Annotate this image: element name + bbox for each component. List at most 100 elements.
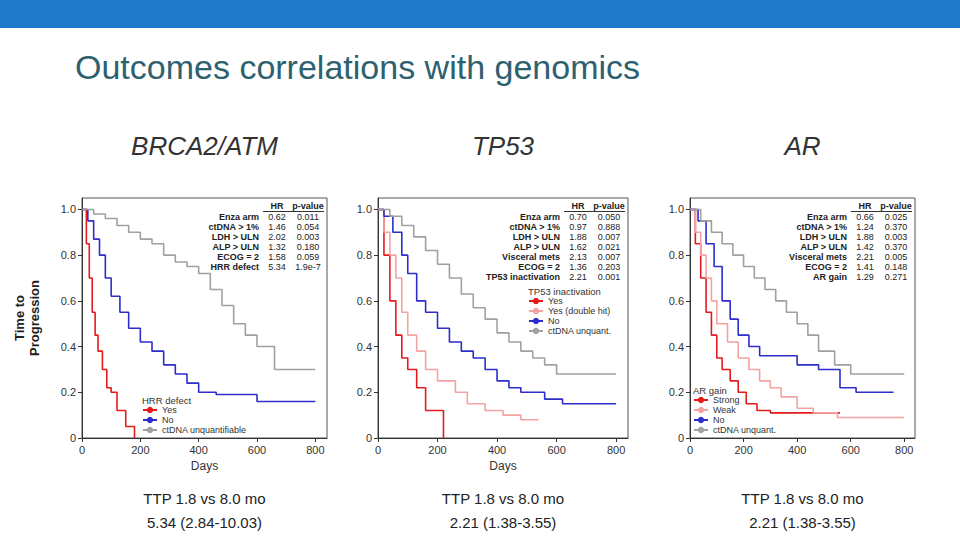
svg-text:2.21 (1.38-3.55): 2.21 (1.38-3.55) [749, 514, 856, 531]
svg-text:No: No [548, 316, 560, 326]
svg-text:ALP > ULN: ALP > ULN [513, 242, 560, 252]
svg-text:ctDNA unquantifiable: ctDNA unquantifiable [162, 425, 246, 435]
svg-text:Outcomes correlations with gen: Outcomes correlations with genomics [75, 48, 640, 86]
svg-text:LDH > ULN: LDH > ULN [513, 232, 560, 242]
svg-text:0.003: 0.003 [297, 232, 320, 242]
svg-text:400: 400 [488, 444, 506, 456]
svg-text:Visceral mets: Visceral mets [502, 252, 560, 262]
svg-text:Visceral mets: Visceral mets [789, 252, 847, 262]
svg-text:5.34: 5.34 [268, 262, 286, 272]
svg-text:LDH > ULN: LDH > ULN [212, 232, 259, 242]
svg-text:0.050: 0.050 [598, 212, 621, 222]
svg-text:0.011: 0.011 [297, 212, 319, 222]
svg-text:600: 600 [842, 444, 860, 456]
svg-text:1.9e-7: 1.9e-7 [295, 262, 321, 272]
svg-text:HRR defect: HRR defect [142, 395, 191, 406]
svg-text:200: 200 [131, 444, 149, 456]
svg-text:5.34 (2.84-10.03): 5.34 (2.84-10.03) [147, 514, 262, 531]
svg-text:Enza arm: Enza arm [807, 212, 847, 222]
svg-text:Days: Days [489, 459, 516, 473]
svg-text:1.0: 1.0 [61, 203, 76, 215]
svg-text:Weak: Weak [713, 405, 736, 415]
svg-text:TP53: TP53 [472, 131, 535, 161]
svg-text:0.005: 0.005 [885, 252, 908, 262]
svg-text:Strong: Strong [713, 395, 740, 405]
svg-text:ECOG = 2: ECOG = 2 [518, 262, 560, 272]
svg-text:2.13: 2.13 [569, 252, 587, 262]
svg-text:Progression: Progression [27, 280, 42, 356]
svg-text:0.4: 0.4 [61, 341, 76, 353]
svg-text:TTP 1.8 vs 8.0 mo: TTP 1.8 vs 8.0 mo [143, 490, 265, 507]
svg-text:0.271: 0.271 [885, 272, 908, 282]
svg-text:600: 600 [547, 444, 565, 456]
svg-text:0.8: 0.8 [61, 249, 76, 261]
svg-text:600: 600 [248, 444, 266, 456]
svg-text:ECOG = 2: ECOG = 2 [217, 252, 259, 262]
svg-text:Time to: Time to [12, 295, 27, 341]
svg-text:0.97: 0.97 [569, 222, 587, 232]
svg-text:800: 800 [607, 444, 625, 456]
svg-text:0.370: 0.370 [885, 222, 908, 232]
svg-text:0.70: 0.70 [569, 212, 587, 222]
svg-text:0.66: 0.66 [856, 212, 874, 222]
svg-text:TP53 inactivation: TP53 inactivation [486, 272, 560, 282]
svg-text:1.88: 1.88 [856, 232, 874, 242]
svg-text:ctDNA > 1%: ctDNA > 1% [209, 222, 259, 232]
svg-text:0.62: 0.62 [268, 212, 286, 222]
svg-text:ALP > ULN: ALP > ULN [800, 242, 847, 252]
svg-text:0: 0 [70, 432, 76, 444]
svg-text:HR: HR [271, 201, 284, 211]
svg-text:AR gain: AR gain [693, 385, 727, 396]
svg-text:Yes: Yes [548, 296, 563, 306]
svg-text:p-value: p-value [880, 201, 912, 211]
svg-text:200: 200 [428, 444, 446, 456]
svg-text:1.42: 1.42 [856, 242, 874, 252]
svg-text:0.6: 0.6 [669, 295, 684, 307]
svg-text:HRR defect: HRR defect [210, 262, 259, 272]
svg-text:No: No [162, 415, 174, 425]
svg-text:1.36: 1.36 [569, 262, 587, 272]
svg-text:0.6: 0.6 [61, 295, 76, 307]
svg-text:1.0: 1.0 [669, 203, 684, 215]
svg-text:1.62: 1.62 [569, 242, 587, 252]
svg-text:0.2: 0.2 [669, 386, 684, 398]
svg-text:BRCA2/ATM: BRCA2/ATM [131, 131, 278, 161]
svg-text:400: 400 [788, 444, 806, 456]
svg-text:0.8: 0.8 [357, 249, 372, 261]
svg-text:0.054: 0.054 [297, 222, 320, 232]
svg-text:TTP 1.8 vs 8.0 mo: TTP 1.8 vs 8.0 mo [442, 490, 564, 507]
svg-text:1.29: 1.29 [856, 272, 874, 282]
svg-text:0.370: 0.370 [885, 242, 908, 252]
svg-text:1.88: 1.88 [569, 232, 587, 242]
svg-text:Enza arm: Enza arm [520, 212, 560, 222]
svg-text:1.32: 1.32 [268, 242, 286, 252]
svg-text:1.58: 1.58 [268, 252, 286, 262]
svg-text:TP53 inactivation: TP53 inactivation [528, 286, 601, 297]
svg-text:No: No [713, 415, 725, 425]
svg-text:0: 0 [678, 432, 684, 444]
svg-text:HR: HR [572, 201, 585, 211]
svg-text:0.059: 0.059 [297, 252, 320, 262]
svg-text:2.02: 2.02 [268, 232, 286, 242]
svg-text:ctDNA > 1%: ctDNA > 1% [797, 222, 847, 232]
svg-text:0: 0 [687, 444, 693, 456]
svg-text:0.025: 0.025 [885, 212, 908, 222]
svg-text:0.203: 0.203 [598, 262, 621, 272]
svg-text:0: 0 [375, 444, 381, 456]
svg-text:1.46: 1.46 [268, 222, 286, 232]
svg-text:0.8: 0.8 [669, 249, 684, 261]
svg-text:0.148: 0.148 [885, 262, 908, 272]
svg-text:0.888: 0.888 [598, 222, 621, 232]
svg-text:Yes: Yes [162, 405, 177, 415]
svg-text:0.007: 0.007 [598, 252, 621, 262]
svg-text:ALP > ULN: ALP > ULN [212, 242, 259, 252]
svg-text:200: 200 [734, 444, 752, 456]
svg-text:0.007: 0.007 [598, 232, 621, 242]
svg-text:AR gain: AR gain [813, 272, 847, 282]
svg-text:0.001: 0.001 [598, 272, 621, 282]
svg-text:p-value: p-value [292, 201, 324, 211]
svg-text:HR: HR [859, 201, 872, 211]
svg-text:800: 800 [895, 444, 913, 456]
svg-text:0.2: 0.2 [61, 386, 76, 398]
svg-text:TTP 1.8 vs 8.0 mo: TTP 1.8 vs 8.0 mo [741, 490, 863, 507]
